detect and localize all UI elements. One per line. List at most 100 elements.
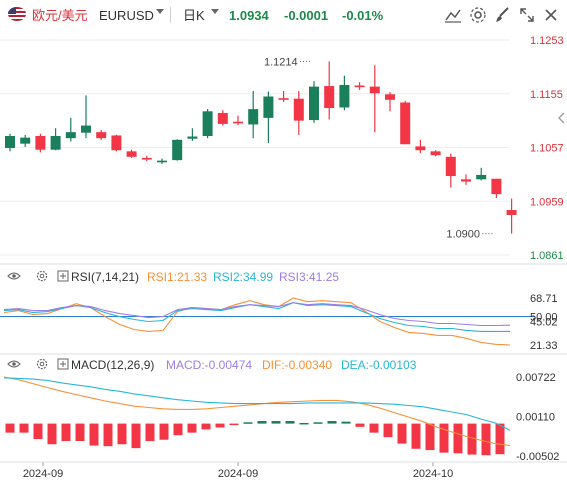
symbol-name[interactable]: 欧元/美元 <box>32 8 88 23</box>
price-tick-label: 1.1253 <box>530 35 564 47</box>
macd-bar <box>89 423 99 446</box>
candle-body <box>506 210 517 215</box>
macd-bar <box>103 423 113 447</box>
candle-body <box>445 156 456 177</box>
rsi-line-3 <box>3 302 511 327</box>
candle-body <box>35 135 46 150</box>
settings-icon[interactable] <box>467 5 489 25</box>
macd-bar <box>383 423 393 438</box>
candle-body <box>202 111 213 136</box>
candle-body <box>233 121 243 124</box>
rsi-legend: RSI(7,14,21) RSI1:21.33 RSI2:34.99 RSI3:… <box>7 270 339 284</box>
candle-body <box>278 98 289 100</box>
last-price: 1.0934 <box>229 8 269 23</box>
side-panel-toggle-icon[interactable] <box>555 107 567 129</box>
gear-icon[interactable] <box>36 358 48 370</box>
macd-bar <box>159 423 169 440</box>
candle-body <box>369 86 380 94</box>
grid-lines <box>0 39 510 256</box>
macd-bar <box>467 423 477 455</box>
candle-body <box>491 178 502 195</box>
eye-icon[interactable] <box>7 360 21 368</box>
eye-icon[interactable] <box>7 272 21 280</box>
macd-bar <box>369 423 379 433</box>
dif-value: DIF:-0.00340 <box>262 358 332 372</box>
rsi-tick-label: 68.71 <box>530 293 558 305</box>
macd-tick-label: 0.00722 <box>516 372 556 384</box>
axis-labels: 1.1253 1.1155 1.1057 1.0959 1.0861 1.1214 1.09… <box>23 35 564 480</box>
price-annotation: 1.1214 <box>264 56 298 68</box>
macd-bar <box>439 423 449 453</box>
brush-icon[interactable] <box>492 5 514 25</box>
eu-flag-icon <box>8 7 26 21</box>
time-tick-label: 2024-09 <box>23 468 63 480</box>
macd-bar <box>5 423 15 433</box>
macd-tick-label: -0.00502 <box>516 451 559 463</box>
macd-bar <box>341 421 351 424</box>
macd-bar <box>453 423 463 454</box>
candle-body <box>385 94 395 100</box>
gear-icon[interactable] <box>36 270 48 282</box>
symbol-dropdown-icon[interactable] <box>156 9 164 14</box>
candlestick-series <box>5 61 517 234</box>
price-tick-label: 1.0861 <box>530 250 564 262</box>
candle-body <box>461 179 471 182</box>
macd-bar <box>495 423 505 455</box>
candle-body <box>415 146 426 151</box>
macd-bar <box>271 421 281 424</box>
header-divider <box>170 7 171 23</box>
price-tick-label: 1.0959 <box>530 196 564 208</box>
macd-bar <box>411 423 421 449</box>
macd-bar <box>187 423 197 433</box>
rsi-title: RSI(7,14,21) <box>71 270 139 284</box>
candle-body <box>476 174 487 180</box>
add-indicator-icon[interactable] <box>57 270 69 282</box>
candle-body <box>217 112 228 124</box>
candle-body <box>324 86 335 109</box>
candle-body <box>5 135 15 149</box>
candle-body <box>248 109 259 125</box>
rsi1-value: RSI1:21.33 <box>147 270 207 284</box>
time-tick-label: 2024-09 <box>218 468 258 480</box>
macd-lines <box>3 376 511 447</box>
interval-dropdown-icon[interactable] <box>211 9 219 14</box>
rsi-series <box>0 297 535 346</box>
macd-histogram <box>5 421 505 456</box>
rsi-tick-label: 21.33 <box>530 340 558 352</box>
candle-body <box>157 160 167 163</box>
interval-select[interactable]: 日K <box>183 8 205 23</box>
macd-bar <box>285 421 295 424</box>
candle-body <box>50 135 61 150</box>
candle-body <box>187 136 198 139</box>
macd-bar <box>19 423 29 433</box>
macd-bar <box>257 421 267 424</box>
macd-bar <box>61 423 71 442</box>
candle-body <box>81 125 91 133</box>
candle-body <box>430 151 441 156</box>
dea-line <box>3 377 511 431</box>
close-icon[interactable] <box>540 5 562 25</box>
chart-header: 欧元/美元 EURUSD 日K 1.0934 -0.0001 -0.01% <box>0 0 567 30</box>
macd-bar <box>243 422 253 424</box>
macd-bar <box>355 423 365 427</box>
price-tick-label: 1.1057 <box>530 143 564 155</box>
macd-bar <box>327 421 337 424</box>
price-annotation: 1.0900 <box>446 229 480 241</box>
candle-body <box>111 135 122 151</box>
candle-body <box>172 139 183 161</box>
macd-bar <box>215 423 225 428</box>
candle-body <box>141 157 152 160</box>
expand-icon[interactable] <box>516 5 538 25</box>
macd-bar <box>47 423 57 445</box>
macd-tick-label: 0.00110 <box>516 412 555 424</box>
candle-body <box>263 96 274 118</box>
symbol-code[interactable]: EURUSD <box>99 8 154 23</box>
candle-body <box>400 102 411 145</box>
candle-body <box>293 98 304 121</box>
macd-value: MACD:-0.00474 <box>166 358 252 372</box>
price-change-percent: -0.01% <box>342 8 384 23</box>
draw-line-icon[interactable] <box>442 5 464 25</box>
macd-bar <box>299 422 309 425</box>
add-indicator-icon[interactable] <box>57 358 69 370</box>
